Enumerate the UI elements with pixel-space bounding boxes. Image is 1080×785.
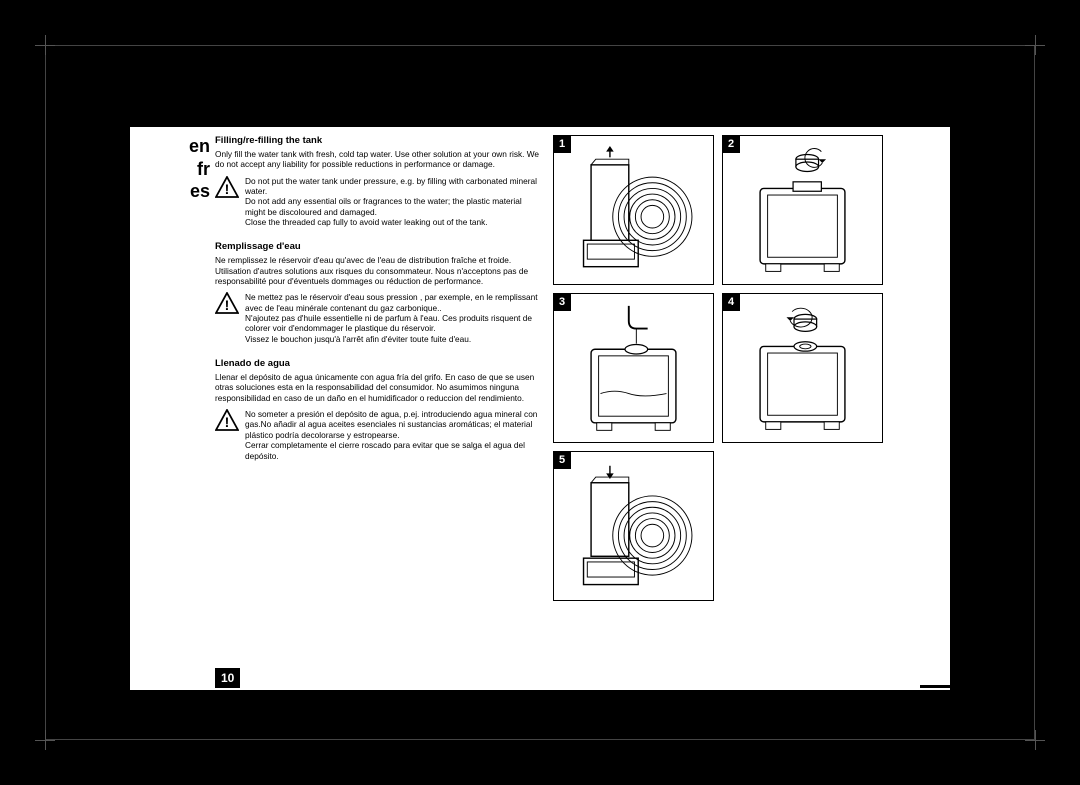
svg-text:!: !	[225, 414, 230, 430]
footer-timestamp: 03.06.2003, 23:43 Uhr	[880, 706, 950, 713]
svg-text:!: !	[225, 181, 230, 197]
warning-es: ! No someter a presión el depósito de ag…	[215, 409, 540, 461]
lang-es: es	[175, 180, 210, 203]
language-indicator: en fr es	[175, 135, 210, 203]
warning-triangle-icon: !	[215, 292, 239, 314]
footer-file: AOS 1355 en_fr_es.p65	[160, 706, 235, 713]
diagram-step-2: 2	[722, 135, 883, 285]
warning-text-es: No someter a presión el depósito de agua…	[245, 409, 540, 461]
crop-mark	[35, 35, 55, 55]
diagram-step-3: 3	[553, 293, 714, 443]
crop-mark	[1025, 730, 1045, 750]
footer-page: 10	[554, 706, 562, 713]
warning-triangle-icon: !	[215, 409, 239, 431]
diagram-grid: 1	[553, 135, 883, 601]
crop-mark	[1025, 35, 1045, 55]
section-title-fr: Remplissage d'eau	[215, 241, 540, 253]
warning-en: ! Do not put the water tank under pressu…	[215, 176, 540, 228]
diagram-empty	[722, 451, 883, 601]
section-title-es: Llenado de agua	[215, 358, 540, 370]
warning-text-en: Do not put the water tank under pressure…	[245, 176, 540, 228]
accent-bar	[920, 685, 950, 688]
footer: AOS 1355 en_fr_es.p65 10 03.06.2003, 23:…	[160, 706, 950, 713]
lang-en: en	[175, 135, 210, 158]
warning-triangle-icon: !	[215, 176, 239, 198]
section-intro-en: Only fill the water tank with fresh, col…	[215, 149, 540, 170]
warning-text-fr: Ne mettez pas le réservoir d'eau sous pr…	[245, 292, 540, 344]
section-intro-es: Llenar el depósito de agua únicamente co…	[215, 372, 540, 403]
warning-fr: ! Ne mettez pas le réservoir d'eau sous …	[215, 292, 540, 344]
text-column: Filling/re-filling the tank Only fill th…	[215, 135, 540, 475]
diagram-step-1: 1	[553, 135, 714, 285]
diagram-step-5: 5	[553, 451, 714, 601]
lang-fr: fr	[175, 158, 210, 181]
page-number: 10	[215, 668, 240, 688]
svg-text:!: !	[225, 297, 230, 313]
section-title-en: Filling/re-filling the tank	[215, 135, 540, 147]
section-intro-fr: Ne remplissez le réservoir d'eau qu'avec…	[215, 255, 540, 286]
diagram-step-4: 4	[722, 293, 883, 443]
crop-mark	[35, 730, 55, 750]
